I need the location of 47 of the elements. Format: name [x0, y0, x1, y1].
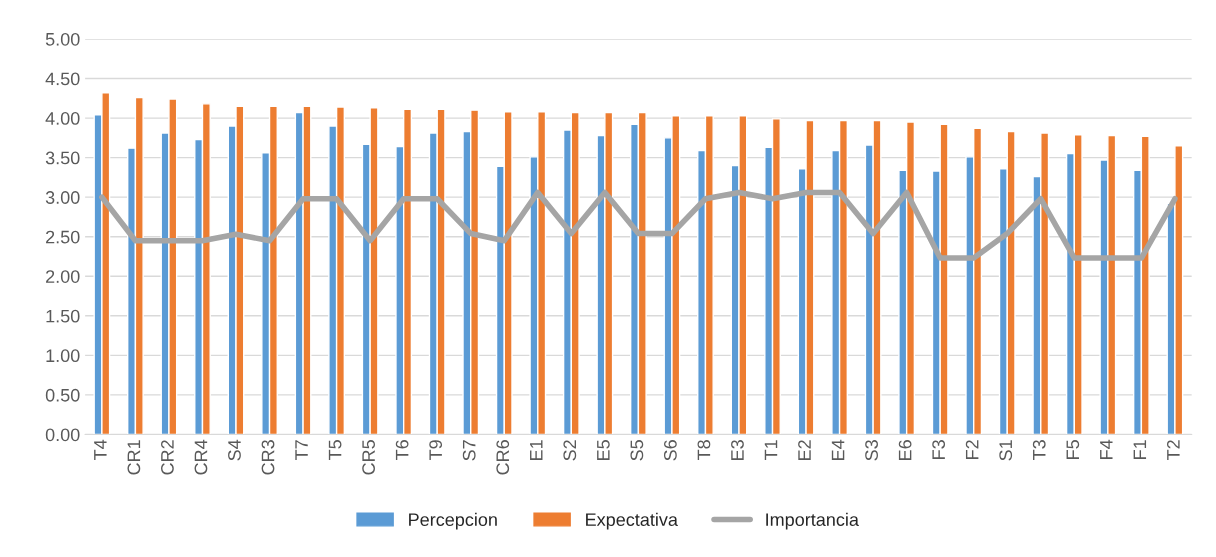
x-tick-label: S6 [663, 440, 677, 461]
x-tick-label: T8 [697, 440, 711, 460]
x-tick-label: F1 [1133, 440, 1147, 459]
x-tick-label: T9 [429, 440, 443, 460]
x-tick-label: F5 [1066, 440, 1080, 459]
x-tick-label: CR3 [261, 440, 275, 475]
x-tick-label: S2 [563, 440, 577, 461]
x-tick-label: T3 [1032, 440, 1046, 460]
y-tick-label: 0.50 [45, 388, 80, 402]
x-tick-label: T6 [395, 440, 409, 460]
legend-label: Expectativa [586, 512, 678, 530]
x-tick-label: E4 [831, 439, 845, 460]
x-tick-label: T1 [764, 440, 778, 460]
x-tick-label: E3 [731, 440, 744, 460]
x-tick-label: CR4 [194, 439, 208, 475]
x-tick-label: E1 [530, 440, 543, 460]
x-tick-label: CR5 [362, 440, 375, 475]
x-tick-label: CR6 [496, 440, 510, 475]
legend-label: Importancia [766, 512, 859, 530]
x-tick-label: CR2 [161, 440, 174, 475]
y-tick-label: 0.00 [45, 428, 80, 442]
x-tick-label: T4 [94, 439, 107, 460]
x-tick-label: F4 [1100, 439, 1113, 459]
x-tick-label: E6 [898, 440, 912, 460]
y-tick-label: 2.50 [46, 230, 80, 244]
x-tick-label: CR1 [127, 440, 141, 475]
y-tick-label: 1.00 [46, 349, 80, 363]
x-tick-label: E5 [597, 440, 610, 460]
x-tick-label: S1 [999, 440, 1013, 461]
y-tick-label: 4.50 [45, 72, 80, 86]
x-tick-label: T2 [1166, 440, 1180, 460]
x-tick-label: S4 [228, 439, 241, 461]
x-tick-label: F3 [932, 440, 946, 459]
y-tick-label: 5.00 [45, 32, 80, 46]
x-tick-label: S3 [865, 440, 878, 461]
x-tick-label: S5 [630, 440, 644, 461]
y-tick-label: 3.00 [45, 191, 80, 204]
y-tick-label: 2.00 [46, 270, 80, 283]
x-tick-label: S7 [462, 440, 476, 461]
x-tick-label: E2 [798, 440, 811, 460]
x-tick-label: T7 [295, 440, 308, 460]
legend-label: Percepcion [409, 512, 497, 530]
y-tick-label: 3.50 [45, 151, 80, 165]
y-tick-label: 1.50 [46, 309, 80, 323]
x-tick-label: T5 [328, 440, 342, 460]
y-tick-label: 4.00 [45, 112, 80, 125]
x-tick-label: F2 [965, 440, 979, 459]
